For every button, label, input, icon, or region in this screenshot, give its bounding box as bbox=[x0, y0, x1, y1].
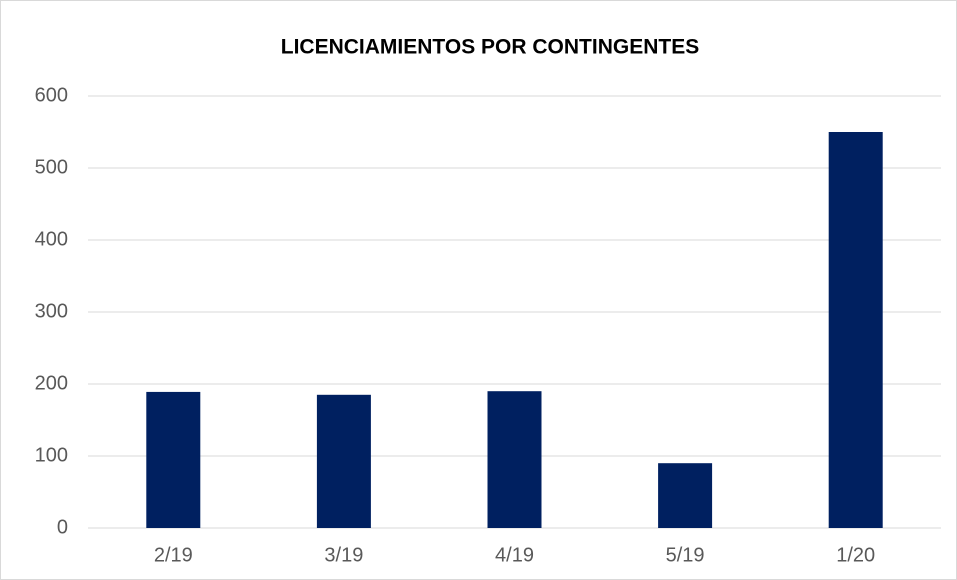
chart-title: LICENCIAMIENTOS POR CONTINGENTES bbox=[281, 36, 699, 59]
y-tick-label: 0 bbox=[57, 516, 68, 538]
bar bbox=[828, 132, 883, 528]
y-tick-label: 200 bbox=[35, 372, 68, 394]
bar bbox=[658, 463, 713, 528]
y-tick-label: 600 bbox=[35, 84, 68, 106]
x-tick-label: 5/19 bbox=[666, 544, 705, 566]
bar bbox=[487, 391, 542, 528]
y-tick-label: 100 bbox=[35, 444, 68, 466]
y-tick-label: 300 bbox=[35, 300, 68, 322]
bar bbox=[146, 391, 201, 528]
x-tick-label: 3/19 bbox=[324, 544, 363, 566]
x-tick-label: 4/19 bbox=[495, 544, 534, 566]
x-tick-label: 1/20 bbox=[836, 544, 875, 566]
y-tick-label: 400 bbox=[35, 228, 68, 250]
y-tick-label: 500 bbox=[35, 156, 68, 178]
bar bbox=[316, 394, 371, 528]
x-tick-label: 2/19 bbox=[154, 544, 193, 566]
